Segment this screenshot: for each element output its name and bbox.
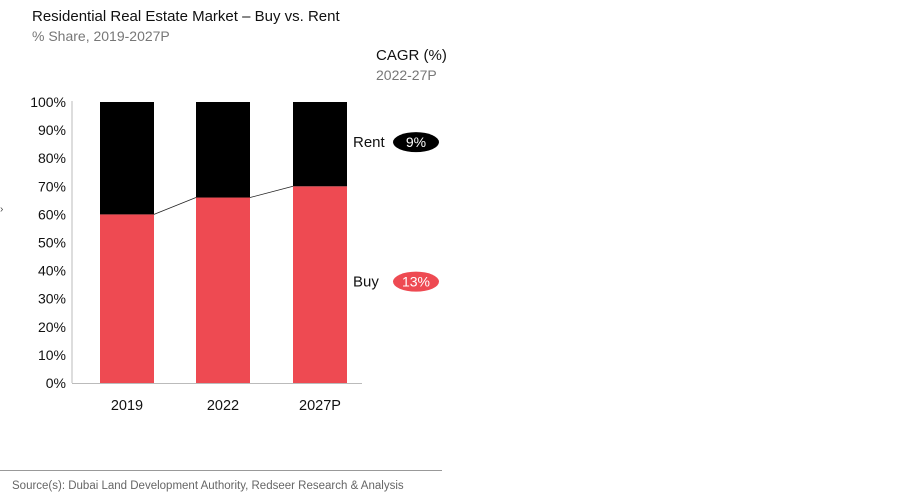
bar-rent [100,102,154,215]
y-tick-label: 60% [38,206,66,222]
bar-rent [196,102,250,198]
series-label-buy: Buy [353,274,379,291]
x-tick-label: 2022 [207,398,239,414]
bar-buy [196,197,250,383]
cagr-badge-rent [393,132,439,153]
y-tick-label: 90% [38,122,66,138]
chart-subtitle: % Share, 2019-2027P [32,28,170,44]
y-tick-label: 20% [38,319,66,335]
y-tick-label: 0% [46,375,66,391]
x-tick-label: 2027P [299,398,341,414]
source-note: Source(s): Dubai Land Development Author… [12,480,404,492]
y-tick-label: 30% [38,291,66,307]
y-tick-label: 50% [38,235,66,251]
connector-line [153,197,197,215]
y-tick-label: 80% [38,150,66,166]
cagr-value-rent: 9% [406,134,426,150]
connector-line [249,185,294,198]
y-tick-label: 10% [38,347,66,363]
scroll-edge-arrow-icon: › [0,204,4,215]
y-tick-label: 70% [38,178,66,194]
cagr-badge-buy [393,271,439,292]
chart-title: Residential Real Estate Market – Buy vs.… [32,8,340,25]
cagr-heading: CAGR (%) [376,47,447,64]
y-tick-label: 100% [30,94,66,110]
stacked-bar-chart: 0% 10% 20% 30% 40% 50% 60% 70% 80% 90% 100% 2019 202… [30,94,439,414]
cagr-value-buy: 13% [402,274,430,290]
cagr-period: 2022-27P [376,67,437,83]
divider [0,470,442,471]
x-tick-label: 2019 [111,398,143,414]
bar-buy [100,214,154,383]
series-label-rent: Rent [353,134,386,151]
bar-rent [293,102,347,187]
y-tick-label: 40% [38,263,66,279]
bar-buy [293,186,347,383]
